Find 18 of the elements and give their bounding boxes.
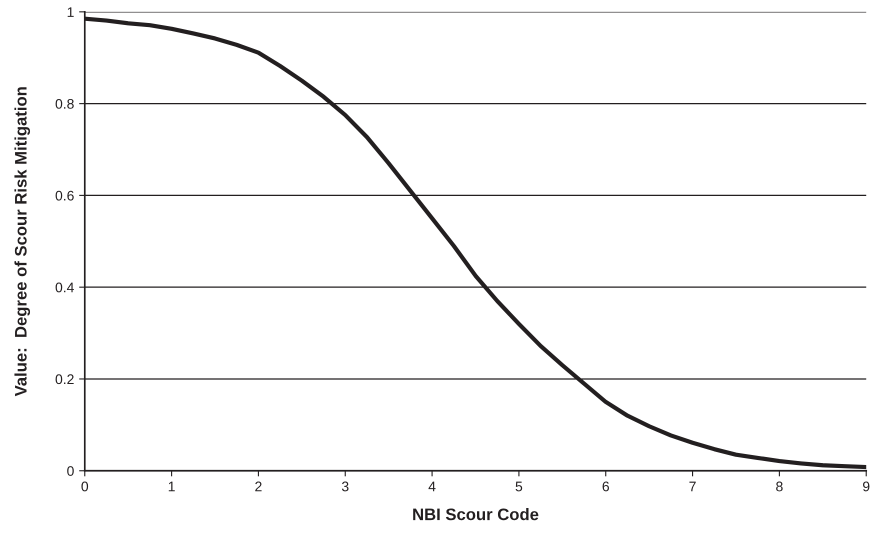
- x-tick-label: 3: [342, 482, 349, 492]
- x-axis-title: NBI Scour Code: [413, 508, 538, 520]
- y-tick-label: 1: [68, 7, 74, 17]
- x-tick-label: 9: [863, 482, 870, 492]
- y-axis-title: Value: Degree of Scour Risk Mitigation: [14, 87, 30, 396]
- y-tick-label: 0.8: [56, 98, 74, 109]
- y-tick-label: 0.6: [56, 190, 74, 201]
- y-tick-label: 0.4: [56, 282, 74, 292]
- x-tick-label: 8: [776, 482, 783, 492]
- x-tick-label: 0: [81, 482, 88, 492]
- y-tick-label: 0: [67, 466, 74, 476]
- x-tick-label: 7: [689, 482, 696, 492]
- x-tick-label: 5: [516, 482, 522, 492]
- x-tick-label: 2: [255, 482, 262, 492]
- x-tick-label: 1: [168, 482, 175, 492]
- y-tick-label: 0.2: [56, 374, 74, 384]
- x-tick-label: 4: [428, 482, 436, 492]
- x-tick-label: 6: [602, 482, 609, 492]
